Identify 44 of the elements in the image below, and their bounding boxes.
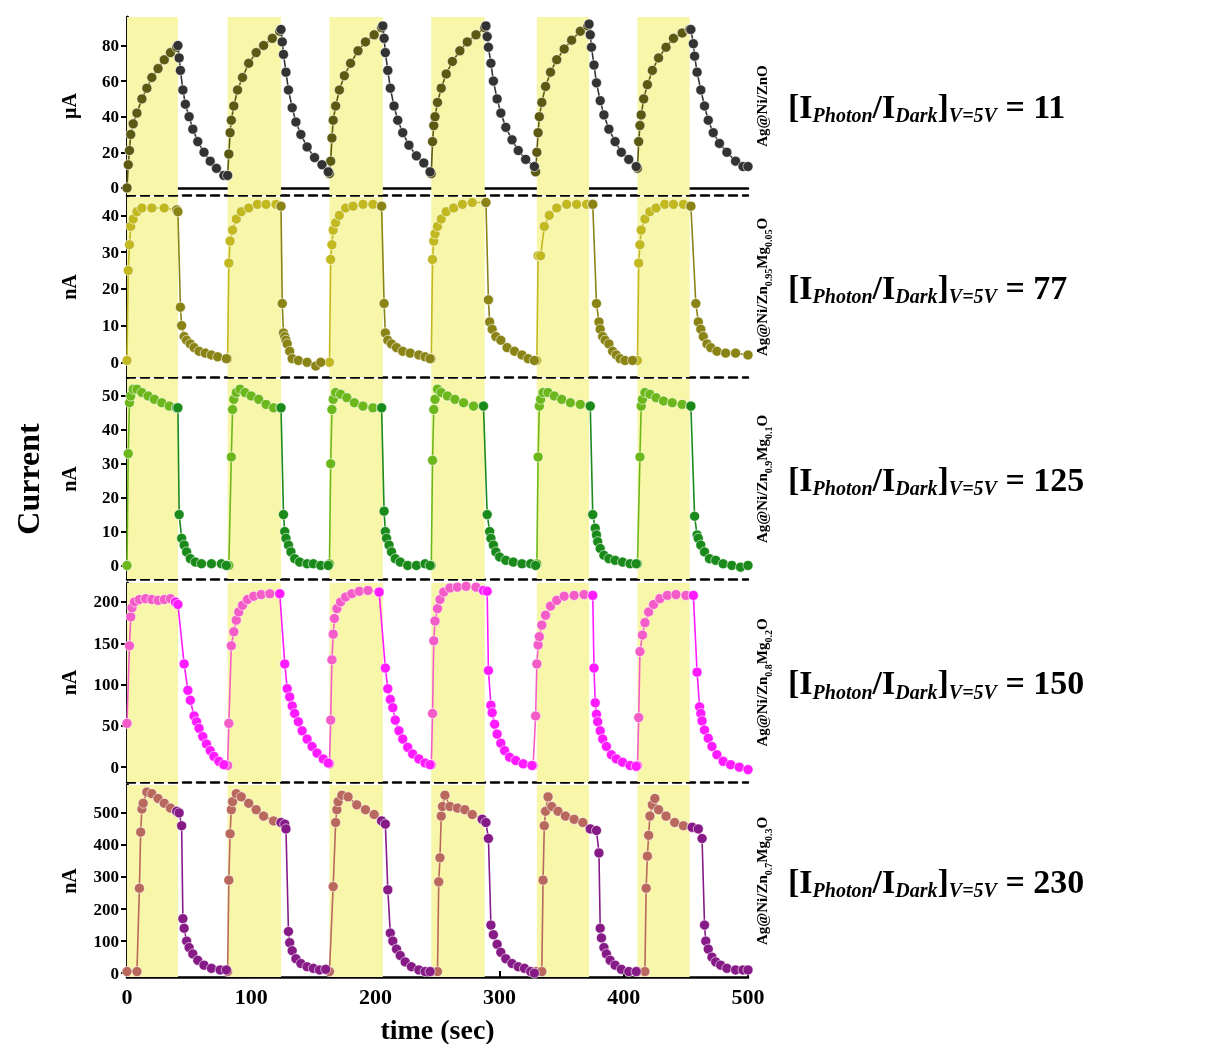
y-tick-label: 100 — [93, 675, 119, 695]
x-tick-label: 500 — [731, 983, 765, 1009]
y-tick-label: 30 — [102, 454, 119, 474]
y-axis-title: nA — [58, 669, 80, 696]
y-axis-title: nA — [58, 867, 80, 894]
y-tick-label: 300 — [93, 867, 119, 887]
x-tick-label: 100 — [234, 983, 268, 1009]
y-axis-title: nA — [58, 465, 80, 492]
y2-axis-title: Ag@Ni/ZnO — [754, 65, 770, 147]
x-axis-title: time (sec) — [380, 1013, 495, 1044]
y-tick-label: 200 — [93, 592, 119, 612]
y-tick-label: 100 — [93, 931, 119, 951]
y-tick-label: 0 — [110, 178, 119, 198]
y-tick-label: 0 — [110, 555, 119, 575]
text: Current — [10, 422, 46, 535]
y-axis-title: nA — [58, 273, 80, 300]
y-tick-label: 30 — [102, 242, 119, 262]
y2-axis-title: Ag@Ni/Zn0.8Mg0.2O — [754, 618, 774, 747]
y2-axis-title: Ag@Ni/Zn0.95Mg0.05O — [754, 217, 774, 357]
y-tick-label: 40 — [102, 420, 119, 440]
y-tick-label: 0 — [110, 757, 119, 777]
y-tick-label: 20 — [102, 279, 119, 299]
x-tick-label: 400 — [607, 983, 641, 1009]
y-tick-label: 20 — [102, 142, 119, 162]
y-tick-label: 200 — [93, 899, 119, 919]
y2-axis-title: Ag@Ni/Zn0.7Mg0.3O — [754, 816, 774, 946]
y-tick-label: 0 — [110, 963, 119, 983]
y-tick-label: 0 — [110, 352, 119, 372]
y-tick-label: 400 — [93, 835, 119, 855]
x-tick-label: 200 — [358, 983, 392, 1009]
y-tick-label: 40 — [102, 205, 119, 225]
y-tick-label: 80 — [102, 35, 119, 55]
y-axis-title: μA — [58, 92, 81, 119]
y-tick-label: 50 — [102, 716, 119, 736]
y-tick-label: 500 — [93, 803, 119, 823]
y-tick-label: 60 — [102, 71, 119, 91]
y-tick-label: 150 — [93, 633, 119, 653]
y-tick-label: 20 — [102, 488, 119, 508]
y2-axis-title: Ag@Ni/Zn0.9Mg0.1O — [754, 414, 774, 544]
y-tick-label: 40 — [102, 107, 119, 127]
y-tick-label: 10 — [102, 522, 119, 542]
x-tick-label: 300 — [483, 983, 517, 1009]
y-tick-label: 50 — [102, 386, 119, 406]
y-tick-label: 10 — [102, 316, 119, 336]
